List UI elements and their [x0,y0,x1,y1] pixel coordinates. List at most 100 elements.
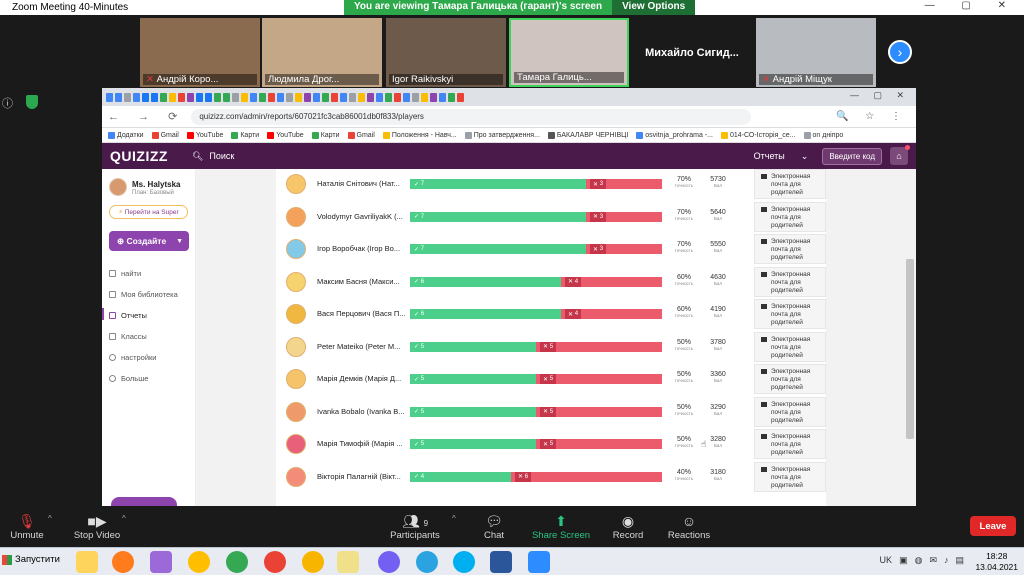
player-row[interactable]: Вікторія Палагній (Вікт... ✓ 4 ✕ 6 40% то… [276,460,826,493]
nav-item-reports[interactable]: Отчеты [109,311,147,320]
start-button[interactable]: Запустити [2,554,60,565]
player-name[interactable]: Volodymyr GavriliyakK (... [317,211,403,221]
player-name[interactable]: Максим Басня (Макси... [317,276,400,286]
parent-email-button[interactable]: Электронная почта для родителей [754,169,826,199]
parent-email-button[interactable]: Электронная почта для родителей [754,266,826,297]
stop-video-button[interactable]: ■▶︎ Stop Video [62,512,132,541]
player-name[interactable]: Наталія Снітович (Нат... [317,179,400,188]
browser-tab-bar[interactable]: — ▢ ✕ [102,88,916,106]
participants-options-caret[interactable]: ^ [452,514,456,523]
search-bar[interactable]: 🔍︎ Поиск [191,150,235,162]
back-forward-reload-icons[interactable]: ← → ⟳ [108,111,186,123]
bookmark[interactable]: Gmail [347,131,375,139]
participant-tile[interactable]: ✕ Андрій Коро... [140,18,260,87]
visual-studio-icon[interactable] [150,551,172,573]
chrome-alt-icon[interactable] [264,551,286,573]
reports-dropdown[interactable]: Отчеты ⌄ [753,150,809,162]
clock[interactable]: 18:28 13.04.2021 [975,551,1018,572]
chat-button[interactable]: 💬︎ Chat [459,512,529,541]
bookmark[interactable]: YouTube [267,131,304,139]
parent-email-button[interactable]: Электронная почта для родителей [754,396,826,427]
notes-icon[interactable] [337,551,359,573]
quizizz-logo[interactable]: QUIZIZZ [110,148,168,164]
bookmark[interactable]: Карти [231,131,259,139]
scrollbar[interactable] [906,259,914,439]
bookmark[interactable]: Карти [311,131,340,139]
player-row[interactable]: Наталія Снітович (Нат... ✓ 7 ✕ 3 70% точн… [276,169,826,200]
nav-item-classes[interactable]: Классы [109,332,147,341]
parent-email-button[interactable]: Электронная почта для родителей [754,299,826,329]
bookmark[interactable]: on дніпро [803,131,843,139]
player-row[interactable]: Peter Mateiko (Peter M... ✓ 5 ✕ 5 50% точ… [276,330,826,363]
share-screen-button[interactable]: ⬆︎ Share Screen [526,512,596,541]
firefox-icon[interactable] [112,551,134,573]
player-name[interactable]: Марія Тимофій (Марія ... [317,439,403,448]
browser-window-controls[interactable]: — ▢ ✕ [849,90,910,100]
player-name[interactable]: Марія Демків (Марія Д... [317,374,402,383]
player-name[interactable]: Peter Mateiko (Peter M... [317,341,401,351]
parent-email-button[interactable]: Электронная почта для родителей [754,234,826,264]
parent-email-button[interactable]: Электронная почта для родителей [754,201,826,232]
parent-email-button[interactable]: Электронная почта для родителей [754,429,826,459]
zoom-icon[interactable] [528,551,550,573]
browser-actions-icons[interactable]: 🔍 ☆ ⋮ [836,111,908,122]
participant-tile[interactable]: Людмила Дрог... [262,18,382,87]
player-name[interactable]: Вікторія Палагній (Вікт... [317,471,401,481]
player-row[interactable]: Вася Перцович (Вася П... ✓ 6 ✕ 4 60% точн… [276,297,826,330]
word-icon[interactable] [490,551,512,573]
bookmark[interactable]: 014-СО-Історія_се... [720,131,796,139]
participants-button[interactable]: 👥︎ 9 Participants [380,512,450,541]
chrome-icon[interactable] [226,551,248,573]
enter-code-button[interactable]: Введите код [822,147,882,165]
bookmark[interactable]: osvitnja_prohrama -... [636,131,713,139]
record-button[interactable]: ◉ Record [593,512,663,541]
next-page-icon[interactable]: › [888,40,912,64]
player-row[interactable]: Ivanka Bobalo (Ivanka B... ✓ 5 ✕ 5 50% то… [276,395,826,428]
player-row[interactable]: Максим Басня (Макси... ✓ 6 ✕ 4 60% точнос… [276,265,826,298]
app-icon[interactable] [302,551,324,573]
bookmark[interactable]: Положення - Навч... [382,131,457,139]
participant-tile[interactable]: Igor Raikivskyi [386,18,506,87]
help-button[interactable] [111,497,177,507]
nav-item-library[interactable]: Моя библиотека [109,290,178,299]
viber-icon[interactable] [378,551,400,573]
avatar[interactable] [109,178,127,196]
home-icon[interactable]: ⌂ [890,145,910,165]
telegram-icon[interactable] [416,551,438,573]
info-icon[interactable]: ⓘ [2,98,13,110]
leave-button[interactable]: Leave [970,516,1016,536]
player-name[interactable]: Ігор Воробчак (Ігор Во... [317,244,401,253]
bookmark[interactable]: Gmail [151,131,179,139]
participant-tile[interactable]: Михайло Сигид... [645,46,739,59]
player-name[interactable]: Ivanka Bobalo (Ivanka B... [317,406,405,416]
upgrade-super-button[interactable]: ⚡︎ Перейти на Super [109,205,188,219]
player-row[interactable]: Марія Демків (Марія Д... ✓ 5 ✕ 5 50% точн… [276,362,826,395]
participant-tile[interactable]: ✕ Андрій Міщук [756,18,876,87]
skype-icon[interactable] [453,551,475,573]
player-row[interactable]: Марія Тимофій (Марія ... ✓ 5 ✕ 5 50% точн… [276,427,826,460]
participant-tile-active[interactable]: Тамара Галиць... [509,18,629,87]
parent-email-button[interactable]: Электронная почта для родителей [754,364,826,394]
create-button[interactable]: ⊕ Создайте ▼ [109,231,189,251]
reactions-button[interactable]: ☺︎ Reactions [654,512,724,541]
parent-email-button[interactable]: Электронная почта для родителей [754,461,826,492]
unmute-button[interactable]: 🎙︎ Unmute [0,512,62,541]
video-options-caret[interactable]: ^ [122,514,126,523]
bookmark[interactable]: Про затвердження... [464,131,540,139]
player-name[interactable]: Вася Перцович (Вася П... [317,309,406,318]
security-shield-icon[interactable] [26,95,38,109]
nav-item-more[interactable]: Больше [109,374,148,383]
nav-item-settings[interactable]: настройки [109,353,157,362]
folder-icon[interactable] [76,551,98,573]
parent-email-button[interactable]: Электронная почта для родителей [754,331,826,362]
player-row[interactable]: Volodymyr GavriliyakK (... ✓ 7 ✕ 3 70% то… [276,200,826,233]
bookmark[interactable]: YouTube [186,131,223,139]
window-controls[interactable]: — ▢ ✕ [924,0,1018,11]
url-field[interactable]: quizizz.com/admin/reports/607021fc3cab86… [191,108,752,125]
bookmark[interactable]: БАКАЛАВР ЧЕРНІВЦІ [547,131,628,139]
nav-item-find[interactable]: найти [109,269,141,278]
player-row[interactable]: Ігор Воробчак (Ігор Во... ✓ 7 ✕ 3 70% точ… [276,232,826,265]
system-tray[interactable]: UK ▣ ◍ ✉ ♪ ▤ [879,555,964,565]
bookmark[interactable]: Додатки [108,131,144,139]
app-icon[interactable] [188,551,210,573]
